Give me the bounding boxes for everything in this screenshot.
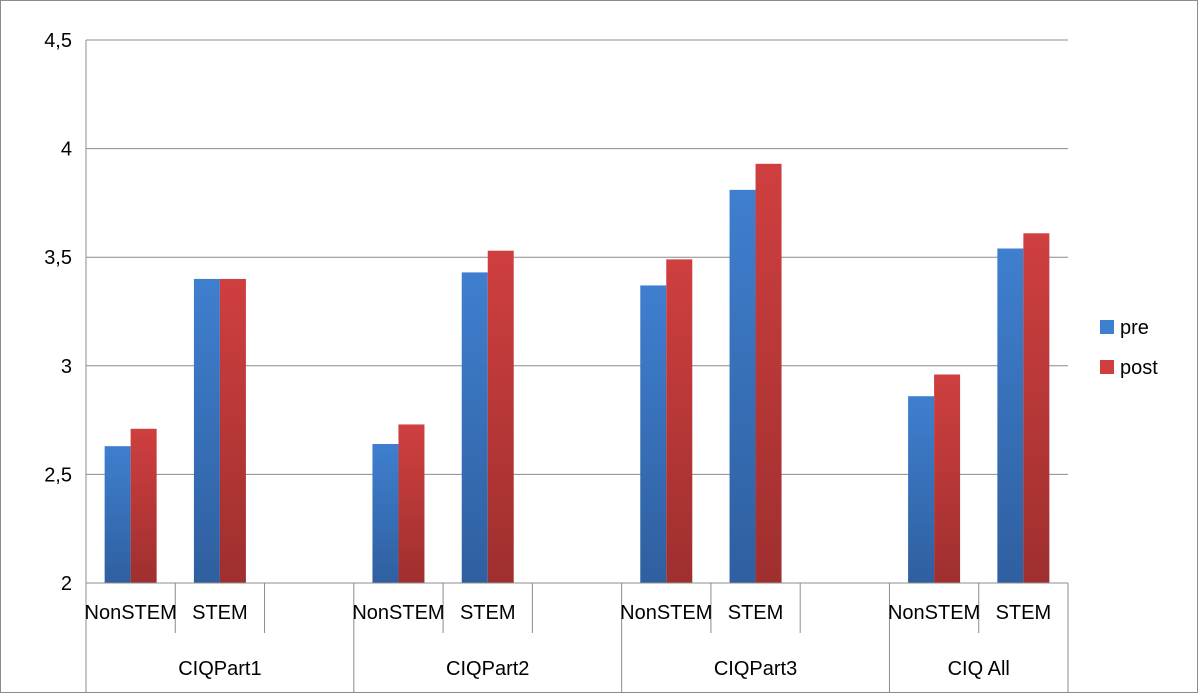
legend-label-post: post	[1120, 357, 1158, 379]
y-tick-label: 2	[61, 573, 72, 595]
bar-post	[1023, 233, 1050, 584]
bar-pre	[461, 272, 488, 583]
bar-post	[666, 259, 693, 583]
bar-post	[130, 428, 157, 583]
bar-post	[219, 278, 246, 583]
x-subcategory-label: STEM	[996, 602, 1052, 624]
y-tick-label: 3	[61, 356, 72, 378]
x-subcategory-label: STEM	[728, 602, 784, 624]
legend-swatch-post	[1100, 360, 1114, 374]
bar-pre	[640, 285, 667, 583]
bar-pre	[908, 396, 935, 583]
y-tick-label: 2,5	[44, 464, 72, 486]
y-tick-label: 4,5	[44, 30, 72, 52]
y-tick-label: 3,5	[44, 247, 72, 269]
bar-pre	[997, 248, 1024, 583]
x-group-label: CIQPart3	[714, 658, 797, 680]
y-tick-label: 4	[61, 139, 72, 161]
bar-pre	[193, 278, 220, 583]
legend-swatch-pre	[1100, 320, 1114, 334]
bar-pre	[729, 189, 756, 584]
legend-label-pre: pre	[1120, 317, 1149, 339]
x-group-label: CIQ All	[948, 658, 1010, 680]
bar-post	[487, 250, 514, 583]
x-group-label: CIQPart1	[178, 658, 261, 680]
x-subcategory-label: NonSTEM	[352, 602, 444, 624]
bar-post	[934, 374, 961, 583]
x-subcategory-label: STEM	[192, 602, 248, 624]
x-subcategory-label: NonSTEM	[620, 602, 712, 624]
bar-pre	[104, 446, 131, 583]
x-subcategory-label: STEM	[460, 602, 516, 624]
bar-post	[755, 163, 782, 583]
x-subcategory-label: NonSTEM	[888, 602, 980, 624]
x-group-label: CIQPart2	[446, 658, 529, 680]
x-subcategory-label: NonSTEM	[85, 602, 177, 624]
bar-pre	[372, 443, 399, 583]
bar-post	[398, 424, 425, 583]
